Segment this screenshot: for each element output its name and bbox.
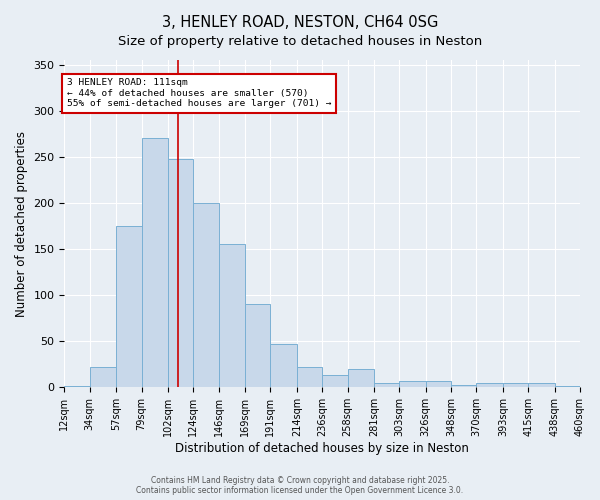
Bar	[503, 382, 528, 388]
Bar	[476, 382, 503, 388]
Bar	[400, 381, 426, 388]
Bar	[451, 384, 476, 388]
Bar	[297, 367, 322, 388]
Bar	[528, 382, 554, 388]
Bar	[271, 344, 297, 388]
Text: Size of property relative to detached houses in Neston: Size of property relative to detached ho…	[118, 35, 482, 48]
Bar	[347, 369, 374, 388]
X-axis label: Distribution of detached houses by size in Neston: Distribution of detached houses by size …	[175, 442, 469, 455]
Bar	[168, 158, 193, 388]
Bar	[90, 367, 116, 388]
Bar	[218, 244, 245, 388]
Bar	[322, 376, 347, 388]
Bar	[193, 203, 218, 388]
Text: 3, HENLEY ROAD, NESTON, CH64 0SG: 3, HENLEY ROAD, NESTON, CH64 0SG	[162, 15, 438, 30]
Text: 3 HENLEY ROAD: 111sqm
← 44% of detached houses are smaller (570)
55% of semi-det: 3 HENLEY ROAD: 111sqm ← 44% of detached …	[67, 78, 331, 108]
Y-axis label: Number of detached properties: Number of detached properties	[15, 130, 28, 316]
Bar	[426, 381, 451, 388]
Bar	[116, 226, 142, 388]
Bar	[64, 386, 90, 388]
Text: Contains HM Land Registry data © Crown copyright and database right 2025.
Contai: Contains HM Land Registry data © Crown c…	[136, 476, 464, 495]
Bar	[554, 386, 580, 388]
Bar	[245, 304, 271, 388]
Bar	[374, 382, 400, 388]
Bar	[142, 138, 168, 388]
